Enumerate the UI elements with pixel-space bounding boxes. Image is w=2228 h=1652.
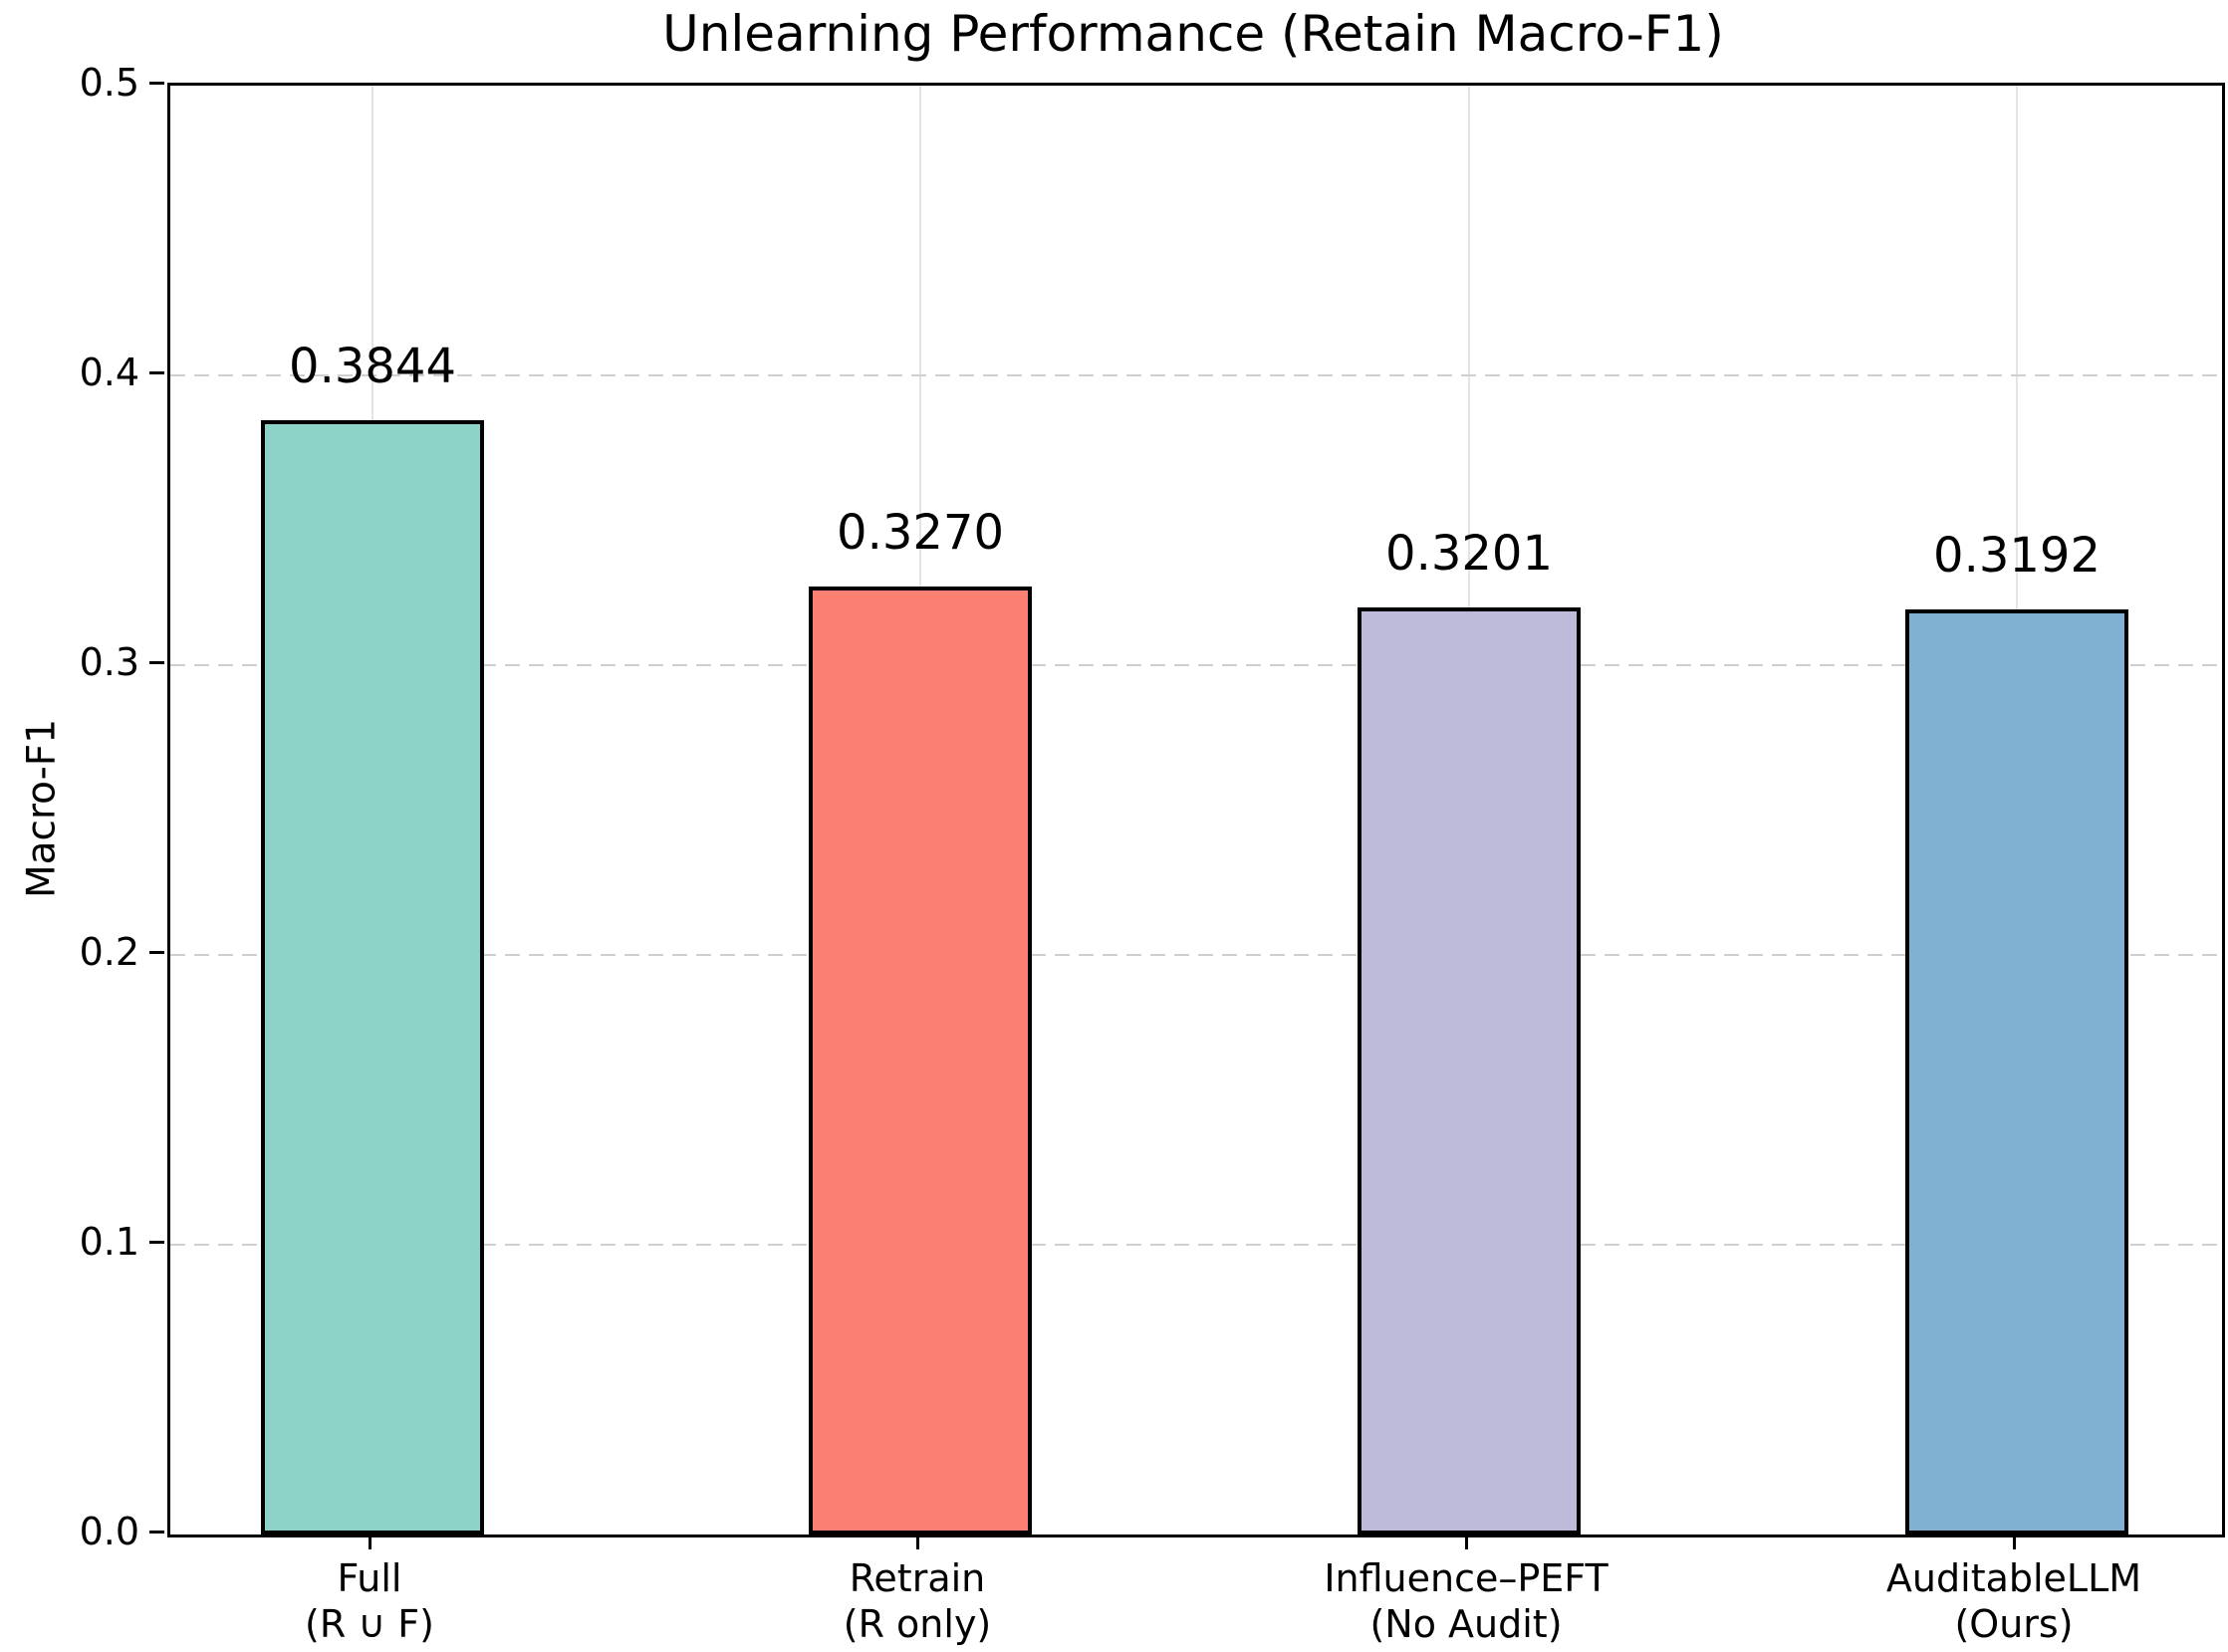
y-tick-mark: [149, 1241, 164, 1244]
x-tick-mark: [1465, 1534, 1468, 1549]
y-tick-label: 0.2: [79, 930, 139, 974]
y-tick-label: 0.1: [79, 1220, 139, 1264]
x-tick-label-line1: Full: [337, 1556, 402, 1600]
x-tick-label-line1: Influence–PEFT: [1324, 1556, 1609, 1600]
y-tick-mark: [149, 371, 164, 374]
y-tick-label: 0.3: [79, 640, 139, 684]
bar-1: [261, 420, 484, 1534]
chart-title: Unlearning Performance (Retain Macro-F1): [662, 5, 1724, 63]
bar-3: [1358, 607, 1581, 1534]
y-tick-label: 0.4: [79, 351, 139, 394]
horizontal-gridline: [170, 374, 2222, 376]
horizontal-gridline: [170, 1244, 2222, 1246]
y-axis-label: Macro-F1: [19, 718, 65, 899]
bar-value-label: 0.3844: [289, 339, 456, 394]
x-tick-label-line1: AuditableLLM: [1885, 1556, 2142, 1600]
y-tick-mark: [149, 1531, 164, 1534]
y-tick-mark: [149, 951, 164, 954]
bar-value-label: 0.3192: [1933, 528, 2101, 584]
x-tick-mark: [2013, 1534, 2016, 1549]
x-tick-label-line2: (R only): [843, 1602, 992, 1647]
x-tick-label-line2: (Ours): [1954, 1602, 2074, 1647]
bar-value-label: 0.3270: [837, 505, 1004, 561]
y-tick-label: 0.5: [79, 61, 139, 105]
x-tick-label: Influence–PEFT (No Audit): [1324, 1555, 1608, 1648]
bar-4: [1905, 609, 2128, 1534]
x-tick-label: AuditableLLM (Ours): [1886, 1555, 2141, 1648]
y-tick-label: 0.0: [79, 1510, 139, 1553]
x-tick-mark: [916, 1534, 919, 1549]
horizontal-gridline: [170, 954, 2222, 956]
x-tick-label-line2: (R ∪ F): [305, 1602, 434, 1647]
y-tick-mark: [149, 82, 164, 85]
x-tick-label: Full (R ∪ F): [305, 1555, 434, 1648]
y-tick-mark: [149, 661, 164, 664]
plot-area: 0.3844 0.3270 0.3201 0.3192: [167, 83, 2225, 1537]
x-tick-label-line2: (No Audit): [1369, 1602, 1563, 1647]
bar-2: [809, 587, 1032, 1534]
x-tick-label-line1: Retrain: [849, 1556, 986, 1600]
horizontal-gridline: [170, 664, 2222, 666]
x-tick-label: Retrain (R only): [844, 1555, 992, 1648]
x-tick-mark: [369, 1534, 371, 1549]
bar-value-label: 0.3201: [1385, 526, 1553, 582]
